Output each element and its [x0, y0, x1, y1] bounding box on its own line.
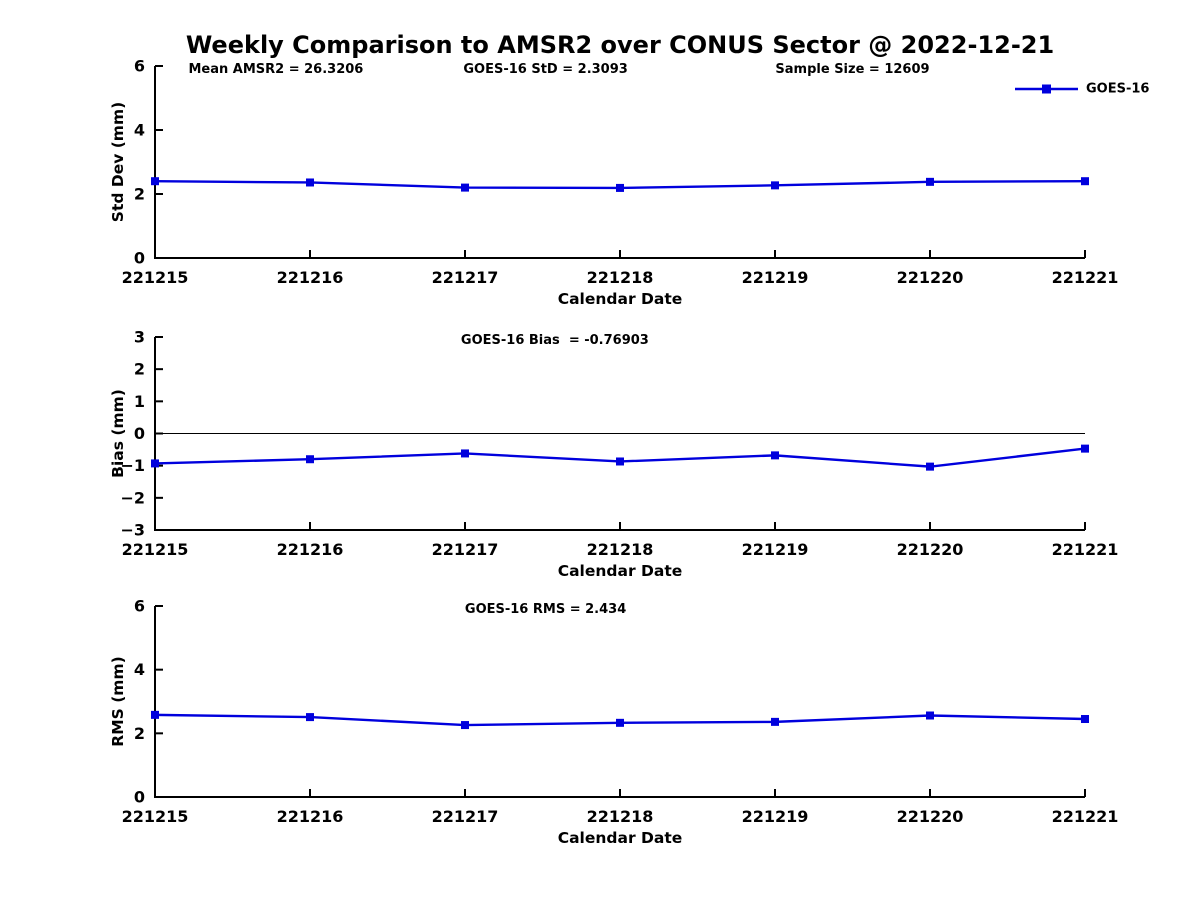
data-point-marker	[306, 455, 314, 464]
data-point-marker	[771, 181, 779, 190]
legend-label: GOES-16	[1086, 82, 1149, 97]
y-tick-label: 6	[134, 57, 145, 76]
y-axis-title: Std Dev (mm)	[109, 102, 127, 222]
y-tick-label: 2	[134, 185, 145, 204]
x-tick-label: 221218	[587, 807, 654, 826]
x-tick-label: 221215	[122, 540, 189, 559]
data-point-marker	[616, 718, 624, 727]
data-point-marker	[926, 177, 934, 186]
y-tick-label: −3	[120, 521, 145, 540]
x-tick-label: 221215	[122, 268, 189, 287]
data-point-marker	[1081, 177, 1089, 186]
data-point-marker	[926, 462, 934, 471]
y-axis-title: Bias (mm)	[109, 389, 127, 478]
data-point-marker	[461, 449, 469, 458]
y-tick-label: 2	[134, 724, 145, 743]
x-axis-title: Calendar Date	[558, 562, 683, 580]
x-tick-label: 221221	[1052, 268, 1119, 287]
data-point-marker	[151, 459, 159, 468]
data-point-marker	[616, 183, 624, 192]
y-tick-label: −2	[120, 488, 145, 507]
y-axis-title: RMS (mm)	[109, 656, 127, 746]
y-tick-label: 1	[134, 392, 145, 411]
annotation-text: GOES-16 RMS = 2.434	[465, 602, 626, 617]
y-tick-label: 2	[134, 360, 145, 379]
data-point-marker	[151, 710, 159, 719]
x-tick-label: 221218	[587, 268, 654, 287]
data-point-marker	[461, 721, 469, 730]
data-point-marker	[1081, 444, 1089, 453]
data-point-marker	[151, 177, 159, 186]
y-tick-label: 4	[134, 660, 145, 679]
x-axis-title: Calendar Date	[558, 290, 683, 308]
figure-title: Weekly Comparison to AMSR2 over CONUS Se…	[185, 31, 1055, 59]
y-tick-label: 0	[134, 788, 145, 807]
x-tick-label: 221221	[1052, 807, 1119, 826]
legend-marker	[1042, 84, 1051, 94]
y-tick-label: −1	[120, 456, 145, 475]
y-tick-label: 0	[134, 249, 145, 268]
annotation-text: Sample Size = 12609	[775, 62, 929, 77]
y-tick-label: 4	[134, 121, 145, 140]
data-point-marker	[926, 711, 934, 720]
x-tick-label: 221219	[742, 268, 809, 287]
annotation-text: GOES-16 StD = 2.3093	[463, 62, 627, 77]
x-tick-label: 221217	[432, 268, 499, 287]
y-tick-label: 0	[134, 424, 145, 443]
y-tick-label: 6	[134, 597, 145, 616]
annotation-text: GOES-16 Bias = -0.76903	[461, 333, 649, 348]
data-point-marker	[771, 717, 779, 726]
x-axis-title: Calendar Date	[558, 829, 683, 847]
x-tick-label: 221220	[897, 540, 964, 559]
x-tick-label: 221219	[742, 807, 809, 826]
y-tick-label: 3	[134, 328, 145, 347]
x-tick-label: 221218	[587, 540, 654, 559]
x-tick-label: 221219	[742, 540, 809, 559]
data-point-marker	[306, 713, 314, 722]
x-tick-label: 221221	[1052, 540, 1119, 559]
x-tick-label: 221217	[432, 807, 499, 826]
annotation-text: Mean AMSR2 = 26.3206	[188, 62, 363, 77]
x-tick-label: 221216	[277, 807, 344, 826]
data-point-marker	[771, 451, 779, 460]
x-tick-label: 221220	[897, 807, 964, 826]
x-tick-label: 221220	[897, 268, 964, 287]
x-tick-label: 221216	[277, 540, 344, 559]
x-tick-label: 221216	[277, 268, 344, 287]
x-tick-label: 221217	[432, 540, 499, 559]
data-point-marker	[1081, 715, 1089, 724]
data-point-marker	[461, 183, 469, 192]
x-tick-label: 221215	[122, 807, 189, 826]
data-point-marker	[616, 457, 624, 466]
data-point-marker	[306, 178, 314, 187]
